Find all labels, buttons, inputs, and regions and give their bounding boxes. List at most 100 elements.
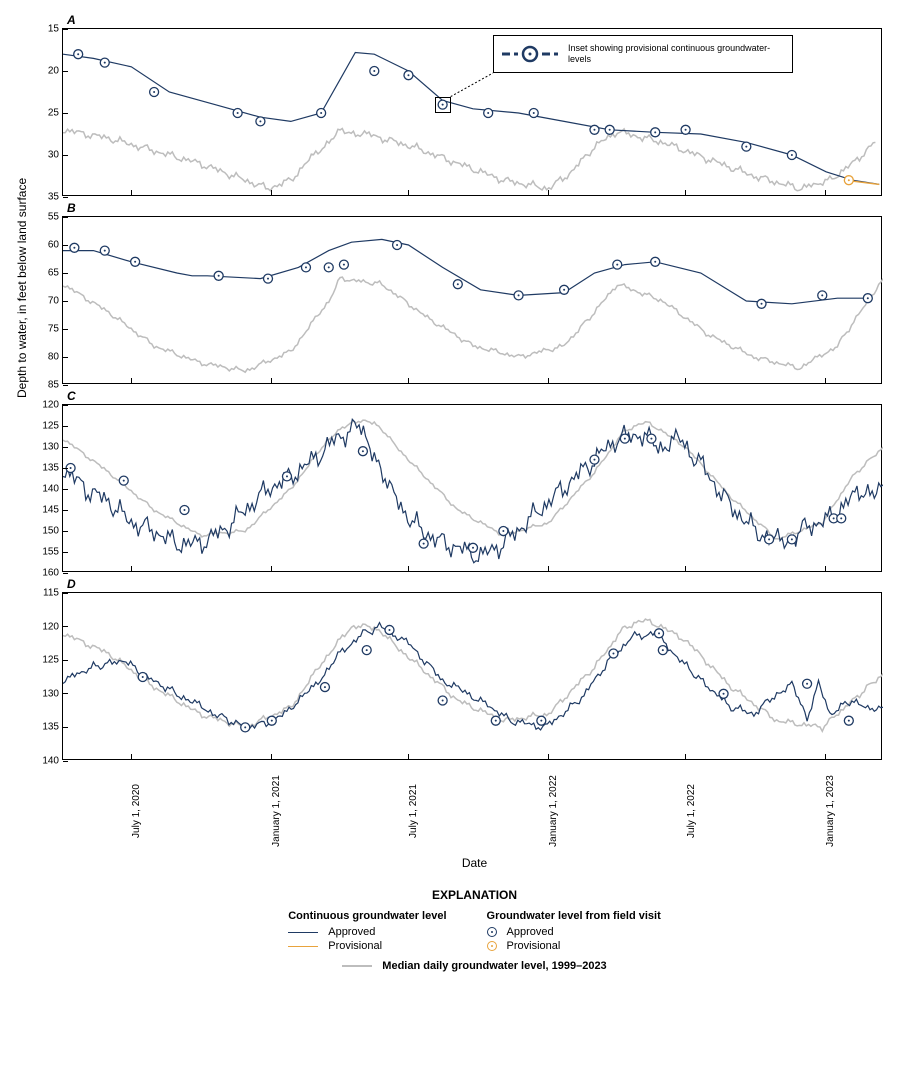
- approved-line: [63, 419, 883, 563]
- ytick: 80: [23, 352, 59, 363]
- circle-swatch: [487, 941, 497, 951]
- field-marker-approved: [150, 88, 159, 97]
- xtick: July 1, 2020: [131, 784, 142, 838]
- field-marker-approved: [765, 535, 774, 544]
- field-marker-approved: [837, 514, 846, 523]
- ytick: 20: [23, 66, 59, 77]
- field-marker-approved: [651, 257, 660, 266]
- inset-text: Inset showing provisional continuous gro…: [568, 43, 786, 65]
- ytick: 140: [23, 484, 59, 495]
- ytick: 130: [23, 688, 59, 699]
- median-swatch: [342, 965, 372, 967]
- panel-label: C: [67, 389, 76, 403]
- field-marker-approved: [100, 246, 109, 255]
- ytick: 125: [23, 655, 59, 666]
- inset-box: Inset showing provisional continuous gro…: [493, 35, 793, 73]
- field-marker-approved: [469, 543, 478, 552]
- field-marker-approved: [787, 535, 796, 544]
- field-marker-approved: [74, 50, 83, 59]
- field-marker-approved: [393, 241, 402, 250]
- inset-symbol-icon: [500, 40, 560, 68]
- ytick: 85: [23, 380, 59, 391]
- field-marker-approved: [324, 263, 333, 272]
- ytick: 120: [23, 621, 59, 632]
- field-marker-approved: [131, 257, 140, 266]
- field-marker-approved: [320, 683, 329, 692]
- field-marker-approved: [404, 71, 413, 80]
- field-marker-approved: [119, 476, 128, 485]
- field-marker-approved: [620, 434, 629, 443]
- field-marker-approved: [560, 285, 569, 294]
- xtick: July 1, 2022: [686, 784, 697, 838]
- field-marker-approved: [590, 455, 599, 464]
- chart-svg: [63, 217, 883, 385]
- field-marker-approved: [453, 280, 462, 289]
- legend-item: Provisional: [487, 940, 661, 952]
- field-marker-approved: [491, 716, 500, 725]
- field-marker-approved: [613, 260, 622, 269]
- chart-svg: [63, 405, 883, 573]
- panels-container: A1520253035Inset showing provisional con…: [62, 28, 887, 760]
- field-marker-approved: [317, 109, 326, 118]
- ytick: 35: [23, 192, 59, 203]
- ytick: 65: [23, 268, 59, 279]
- field-marker-approved: [233, 109, 242, 118]
- field-marker-provisional: [844, 176, 853, 185]
- field-marker-approved: [419, 539, 428, 548]
- xtick: January 1, 2023: [825, 775, 836, 847]
- panel-C: C120125130135140145150155160: [62, 404, 882, 572]
- field-marker-approved: [370, 67, 379, 76]
- chart-svg: [63, 593, 883, 761]
- ytick: 135: [23, 463, 59, 474]
- xtick: July 1, 2021: [408, 784, 419, 838]
- ytick: 55: [23, 212, 59, 223]
- legend-item: Provisional: [288, 940, 446, 952]
- field-marker-approved: [267, 716, 276, 725]
- ytick: 30: [23, 150, 59, 161]
- field-marker-approved: [818, 291, 827, 300]
- field-marker-approved: [358, 447, 367, 456]
- field-marker-approved: [180, 506, 189, 515]
- xtick: January 1, 2021: [271, 775, 282, 847]
- field-marker-approved: [138, 673, 147, 682]
- ytick: 145: [23, 505, 59, 516]
- ytick: 75: [23, 324, 59, 335]
- legend-col-field: Groundwater level from field visit Appro…: [487, 910, 661, 954]
- panel-D: D115120125130135140July 1, 2020January 1…: [62, 592, 882, 760]
- ytick: 120: [23, 400, 59, 411]
- field-marker-approved: [339, 260, 348, 269]
- x-axis-label: Date: [62, 856, 887, 870]
- field-marker-approved: [757, 299, 766, 308]
- ytick: 70: [23, 296, 59, 307]
- field-marker-approved: [264, 274, 273, 283]
- ytick: 130: [23, 442, 59, 453]
- field-marker-approved: [301, 263, 310, 272]
- median-line: [63, 619, 883, 731]
- field-marker-approved: [362, 646, 371, 655]
- ytick: 125: [23, 421, 59, 432]
- field-marker-approved: [537, 716, 546, 725]
- field-marker-approved: [803, 679, 812, 688]
- panel-label: A: [67, 13, 76, 27]
- legend-item: Approved: [487, 926, 661, 938]
- ytick: 140: [23, 756, 59, 767]
- circle-swatch: [487, 927, 497, 937]
- legend: EXPLANATION Continuous groundwater level…: [62, 888, 887, 972]
- ytick: 15: [23, 24, 59, 35]
- ytick: 60: [23, 240, 59, 251]
- field-marker-approved: [100, 58, 109, 67]
- field-marker-approved: [282, 472, 291, 481]
- field-marker-approved: [385, 625, 394, 634]
- field-marker-approved: [256, 117, 265, 126]
- median-line: [63, 277, 883, 372]
- field-marker-approved: [651, 128, 660, 137]
- approved-line: [63, 623, 883, 730]
- figure-container: Depth to water, in feet below land surfa…: [20, 28, 887, 972]
- field-marker-approved: [499, 527, 508, 536]
- field-marker-approved: [484, 109, 493, 118]
- field-marker-approved: [742, 142, 751, 151]
- field-marker-approved: [863, 294, 872, 303]
- field-marker-approved: [605, 125, 614, 134]
- field-marker-approved: [70, 243, 79, 252]
- field-marker-approved: [609, 649, 618, 658]
